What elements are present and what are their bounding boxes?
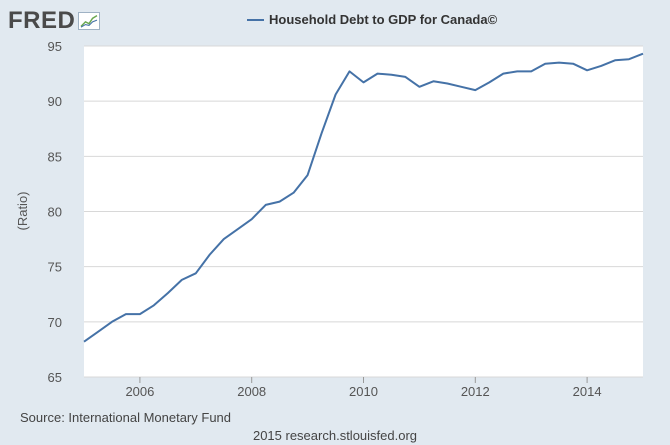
source-note: Source: International Monetary Fund xyxy=(20,410,232,425)
credit-note[interactable]: 2015 research.stlouisfed.org xyxy=(252,428,418,443)
y-tick-label: 80 xyxy=(48,205,62,220)
series-line xyxy=(83,52,644,343)
chart-legend: Household Debt to GDP for Canada© xyxy=(247,12,497,27)
y-tick-label: 75 xyxy=(48,260,62,275)
y-tick-label: 70 xyxy=(48,315,62,330)
chart-line-icon xyxy=(78,12,101,30)
x-tick-label: 2014 xyxy=(573,384,602,399)
y-tick-label: 85 xyxy=(48,149,62,164)
y-tick-label: 95 xyxy=(48,39,62,54)
x-tick-label: 2008 xyxy=(237,384,266,399)
x-tick-label: 2010 xyxy=(349,384,378,399)
y-tick-label: 90 xyxy=(48,94,62,109)
y-axis-label: (Ratio) xyxy=(15,191,30,230)
logo-text: FRED xyxy=(8,7,76,34)
x-tick-label: 2012 xyxy=(461,384,490,399)
fred-logo[interactable]: FRED xyxy=(8,7,101,35)
y-axis-ticks: 65 70 75 80 85 90 95 xyxy=(48,39,62,385)
x-tick-label: 2006 xyxy=(125,384,154,399)
legend-swatch xyxy=(247,18,264,21)
series-group xyxy=(83,52,644,343)
x-axis-ticks: 2006 2008 2010 2012 2014 xyxy=(125,377,602,399)
legend-label: Household Debt to GDP for Canada© xyxy=(269,12,498,27)
y-tick-label: 65 xyxy=(48,370,62,385)
